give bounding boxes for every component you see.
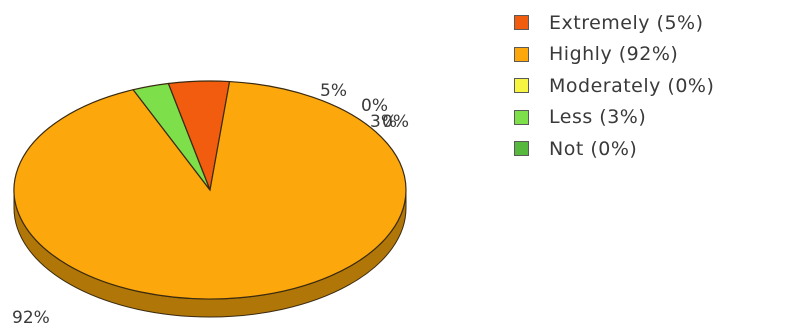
legend-label-highly: Highly (92%) [549, 43, 679, 65]
slice-label-less: 3% [370, 112, 397, 132]
legend-swatch-not [514, 141, 529, 156]
legend-swatch-highly [514, 46, 529, 62]
legend: Extremely (5%) Highly (92%) Moderately (… [514, 12, 714, 170]
legend-item-not: Not (0%) [514, 137, 714, 160]
legend-item-highly: Highly (92%) [514, 43, 714, 65]
legend-label-not: Not (0%) [549, 137, 638, 160]
slice-label-moderately: 0% [361, 96, 388, 116]
pie-slice-highly [13, 80, 407, 300]
legend-swatch-extremely [514, 15, 529, 30]
legend-swatch-moderately [514, 78, 529, 93]
legend-item-moderately: Moderately (0%) [514, 74, 715, 97]
slice-label-extremely: 5% [320, 81, 347, 101]
legend-label-extremely: Extremely (5%) [549, 11, 704, 34]
legend-item-extremely: Extremely (5%) [514, 11, 714, 34]
legend-item-less: Less (3%) [514, 106, 714, 128]
legend-label-less: Less (3%) [549, 106, 647, 128]
pie-slice-less [132, 82, 211, 191]
slice-label-highly: 92% [12, 308, 50, 328]
legend-label-moderately: Moderately (0%) [549, 74, 715, 97]
legend-swatch-less [514, 109, 529, 125]
slice-label-not: 0% [382, 112, 409, 132]
